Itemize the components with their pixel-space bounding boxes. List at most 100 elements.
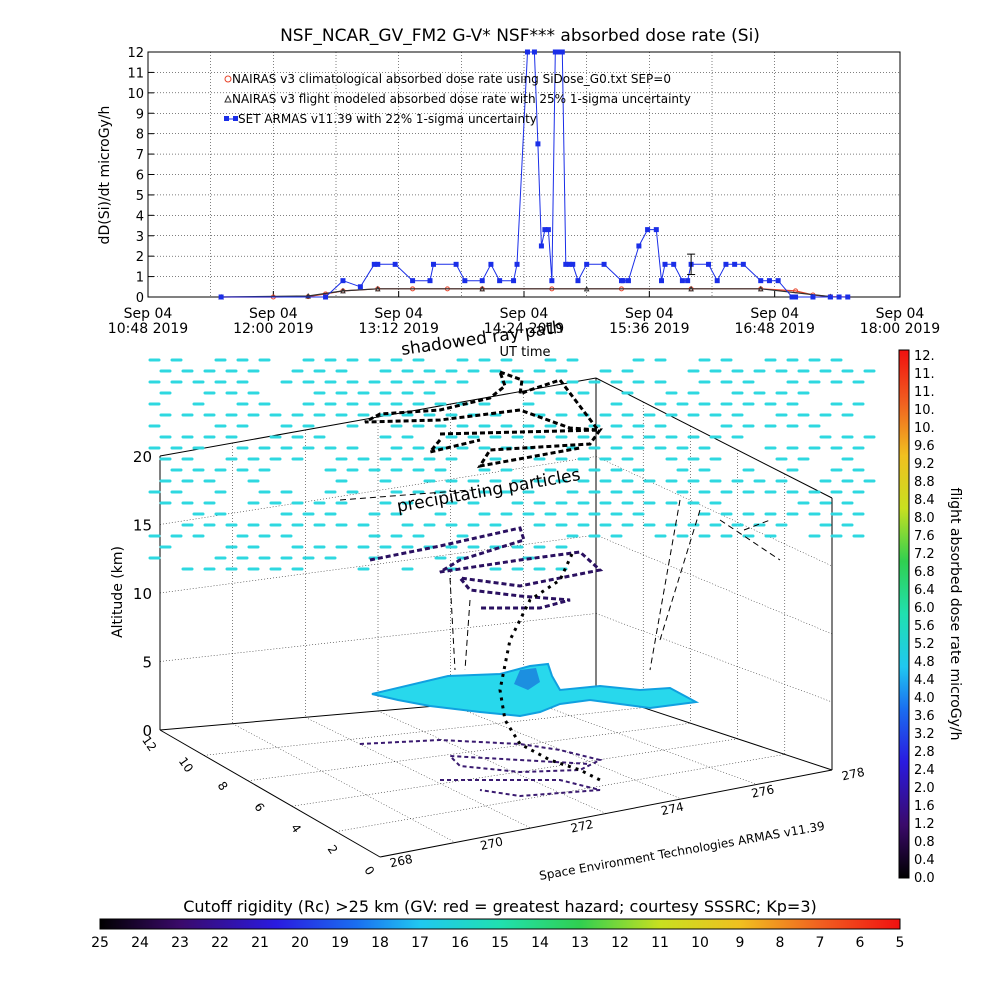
data-point <box>601 261 607 267</box>
dose-colorbar-label: 7.2 <box>914 547 935 562</box>
data-point <box>410 278 416 284</box>
series-3 <box>218 49 851 300</box>
data-point <box>549 278 555 284</box>
data-point <box>535 141 541 147</box>
dose-colorbar-label: 12. <box>914 349 935 364</box>
data-point <box>625 278 631 284</box>
floor-grid <box>305 717 531 829</box>
data-point <box>685 278 691 284</box>
data-point <box>340 278 346 284</box>
data-point <box>723 261 729 267</box>
longitude-ticks: 268 270 272 274 276 278 <box>389 765 866 870</box>
x-tick-time: 16:48 2019 <box>734 321 814 337</box>
altitude-tick-label: 10 <box>133 585 152 603</box>
data-point <box>479 285 486 292</box>
data-point <box>679 278 685 284</box>
data-point <box>218 294 224 300</box>
cutoff-rigidity-label: 24 <box>131 935 149 951</box>
x-tick-date: Sep 04 <box>625 306 674 322</box>
dose-colorbar-label: 2.4 <box>914 763 935 778</box>
y-tick-label: 5 <box>136 189 144 204</box>
data-point <box>845 294 851 300</box>
data-point <box>497 278 503 284</box>
cutoff-rigidity-label: 6 <box>856 935 865 951</box>
dose-colorbar-labels: 12. 11. 11. 10. 10. 9.6 9.2 8.8 8.4 8.0 7.6 7.2 6.8 6… <box>914 349 935 886</box>
series-line <box>221 288 831 298</box>
dose-colorbar-label: 0.4 <box>914 853 935 868</box>
x-tick-time: 15:36 2019 <box>609 321 689 337</box>
y-tick-label: 11 <box>127 66 144 81</box>
dose-rate-time-series: NSF_NCAR_GV_FM2 G-V* NSF*** absorbed dos… <box>97 26 940 360</box>
dose-colorbar-label: 7.6 <box>914 529 935 544</box>
dose-colorbar-label: 4.0 <box>914 691 935 706</box>
series-layer <box>218 49 851 300</box>
cutoff-rigidity-title: Cutoff rigidity (Rc) >25 km (GV: red = g… <box>183 897 817 916</box>
y-tick-label: 4 <box>136 209 144 224</box>
data-point <box>671 261 677 267</box>
data-point <box>793 294 799 300</box>
dose-colorbar-label: 8.0 <box>914 511 935 526</box>
cutoff-rigidity-label: 11 <box>651 935 669 951</box>
cutoff-rigidity-label: 8 <box>776 935 785 951</box>
legend-marker <box>224 116 229 121</box>
x-tick-time: 18:00 2019 <box>860 321 940 337</box>
floor-grid <box>523 698 757 785</box>
flight-path-upper <box>364 369 603 469</box>
chart-title: NSF_NCAR_GV_FM2 G-V* NSF*** absorbed dos… <box>280 26 760 46</box>
data-point <box>462 278 468 284</box>
cutoff-rigidity-label: 22 <box>211 935 229 951</box>
data-point <box>552 49 558 55</box>
cutoff-rigidity-map-shape <box>371 662 700 718</box>
data-point <box>688 285 694 292</box>
data-point <box>357 284 363 290</box>
y-tick-label: 3 <box>136 230 144 245</box>
x-tick-date: Sep 04 <box>750 306 799 322</box>
3d-grid-lines <box>159 391 833 843</box>
cutoff-rigidity-label: 17 <box>411 935 429 951</box>
y-axis-label: dD(Si)/dt microGy/h <box>97 106 113 245</box>
data-point <box>427 278 433 284</box>
data-point <box>575 278 581 284</box>
cutoff-rigidity-label: 25 <box>91 935 109 951</box>
dose-colorbar-title: flight absorbed dose rate microGy/h <box>947 488 963 741</box>
data-point <box>620 278 626 284</box>
cutoff-rigidity-label: 16 <box>451 935 469 951</box>
y-tick-label: 6 <box>136 169 144 184</box>
y-tick-label: 12 <box>127 46 144 61</box>
legend-label: NAIRAS v3 climatological absorbed dose r… <box>232 72 671 86</box>
left-tick-label: 4 <box>288 821 304 835</box>
error-bar <box>687 253 696 276</box>
cutoff-rigidity-label: 13 <box>571 935 589 951</box>
legend-marker <box>224 75 232 83</box>
x-tick-date: Sep 04 <box>249 306 298 322</box>
floor-grid <box>450 704 682 800</box>
cutoff-rigidity-label: 15 <box>491 935 509 951</box>
y-tick-label: 9 <box>136 107 144 122</box>
legend-entry-1: NAIRAS v3 climatological absorbed dose r… <box>224 72 671 86</box>
x-tick-time: 14:24 2019 <box>484 321 564 337</box>
dose-colorbar-label: 9.2 <box>914 457 935 472</box>
dose-colorbar-label: 11. <box>914 385 935 400</box>
floor-grid <box>232 723 456 843</box>
data-point <box>392 261 398 267</box>
dose-colorbar-label: 3.6 <box>914 709 935 724</box>
left-tick-label: 2 <box>325 842 341 856</box>
drop-lines <box>339 489 781 671</box>
left-tick-label: 6 <box>251 800 267 814</box>
data-point <box>542 227 548 233</box>
data-point <box>559 49 565 55</box>
y-tick-label: 7 <box>136 148 144 163</box>
cutoff-rigidity-labels: 25 24 23 22 21 20 19 18 17 16 15 14 13 12 11 10 9 8 7 6 5 <box>91 935 904 951</box>
series-line <box>221 288 848 298</box>
data-point <box>714 278 720 284</box>
data-point <box>563 261 569 267</box>
wall-grid <box>595 534 833 635</box>
3d-flight-panel: shadowed ray path precipitating particle… <box>110 317 963 886</box>
data-point <box>636 243 642 249</box>
data-point <box>538 243 544 249</box>
left-tick-label: 10 <box>176 755 196 776</box>
legend-label: NAIRAS v3 flight modeled absorbed dose r… <box>232 92 691 106</box>
floor-grid <box>335 754 785 832</box>
